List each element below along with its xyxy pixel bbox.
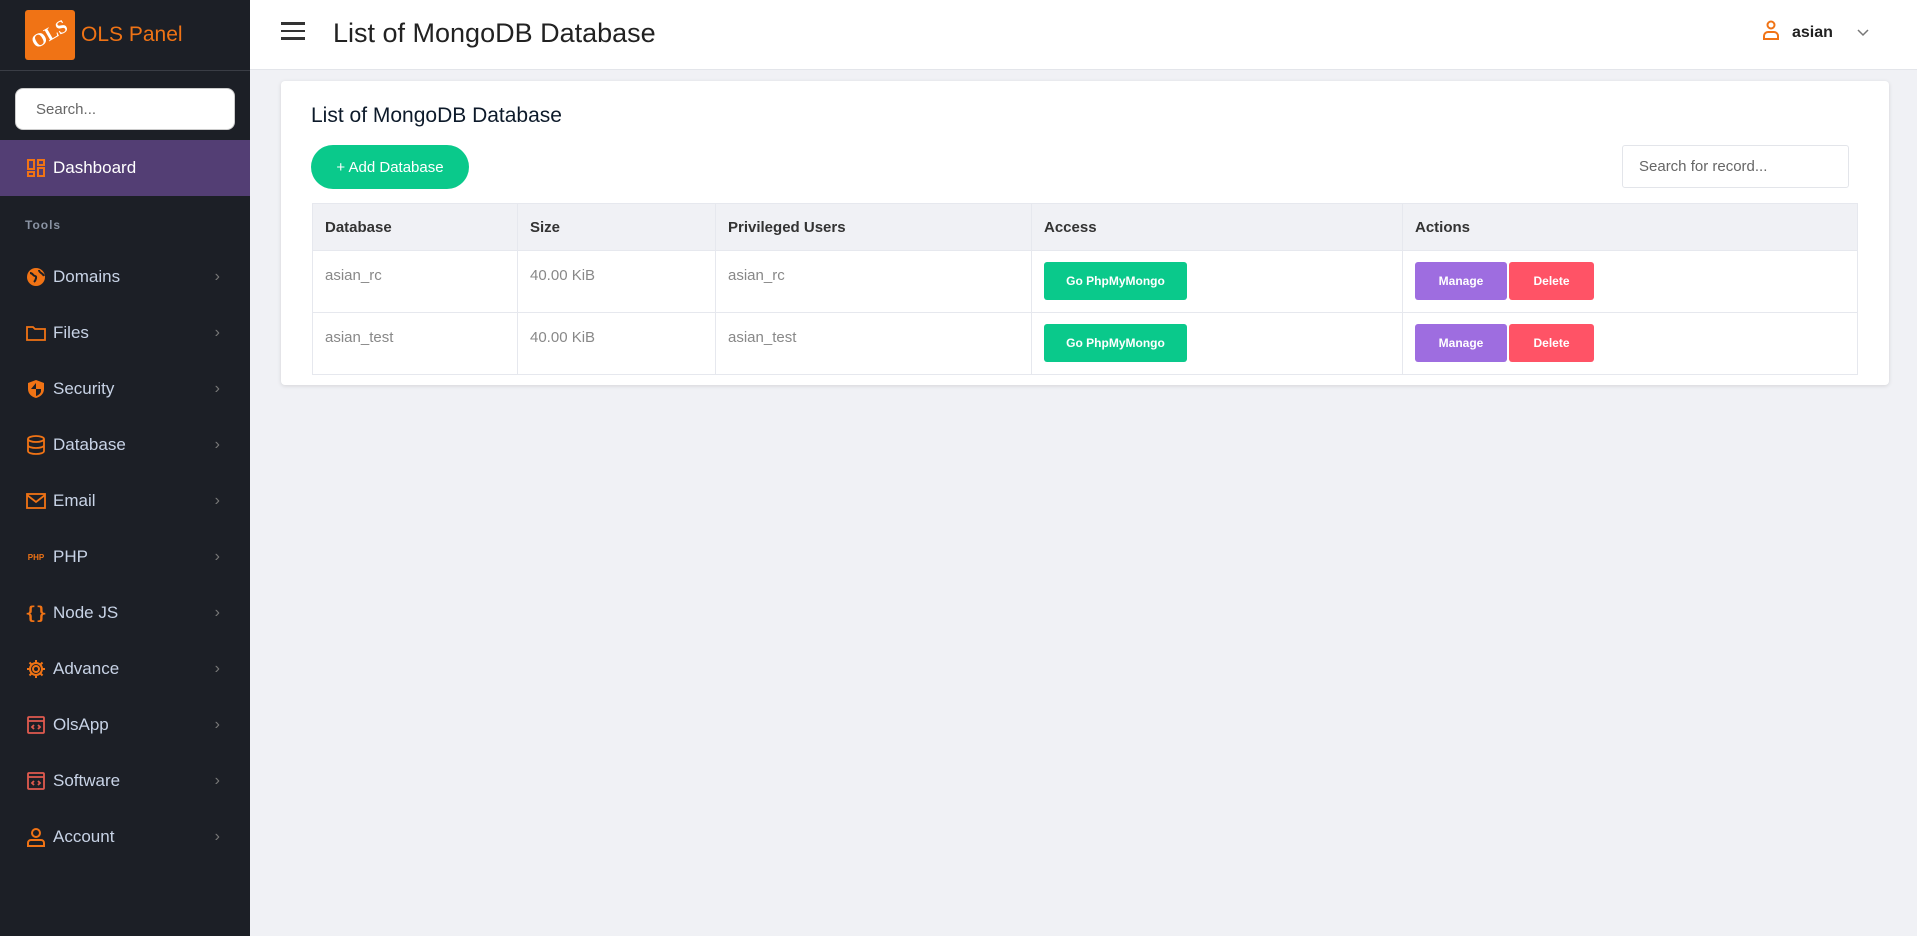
column-header: Privileged Users bbox=[715, 203, 1032, 251]
chevron-right-icon: › bbox=[214, 436, 220, 453]
delete-button[interactable]: Delete bbox=[1509, 324, 1594, 362]
sidebar-item-label: Advance bbox=[53, 659, 120, 678]
sidebar-item-domains[interactable]: Domains › bbox=[0, 249, 250, 305]
database-card: List of MongoDB Database + Add Database … bbox=[281, 81, 1889, 385]
sidebar-item-software[interactable]: Software › bbox=[0, 753, 250, 809]
menu-toggle-icon[interactable] bbox=[281, 22, 305, 42]
card-title: List of MongoDB Database bbox=[311, 104, 562, 127]
code-window-icon bbox=[26, 715, 46, 735]
ols-logo: OLS bbox=[25, 10, 75, 60]
privileged-users: asian_rc bbox=[715, 250, 1032, 313]
chevron-right-icon: › bbox=[214, 380, 220, 397]
sidebar-item-label: Node JS bbox=[53, 603, 119, 622]
user-menu[interactable]: asian bbox=[1762, 20, 1869, 45]
database-size: 40.00 KiB bbox=[517, 312, 716, 375]
sidebar-item-label: Domains bbox=[53, 267, 121, 286]
sidebar-item-email[interactable]: Email › bbox=[0, 473, 250, 529]
privileged-users: asian_test bbox=[715, 312, 1032, 375]
delete-button[interactable]: Delete bbox=[1509, 262, 1594, 300]
user-name: asian bbox=[1792, 23, 1833, 41]
chevron-right-icon: › bbox=[214, 828, 220, 845]
php-icon: PHP bbox=[27, 552, 45, 562]
dashboard-icon bbox=[26, 158, 46, 178]
sidebar-item-dashboard[interactable]: Dashboard bbox=[0, 140, 250, 196]
gear-icon bbox=[26, 659, 46, 679]
sidebar-section-tools: Tools bbox=[25, 218, 62, 232]
user-icon bbox=[26, 827, 46, 847]
sidebar-item-label: Email bbox=[53, 491, 96, 510]
chevron-right-icon: › bbox=[214, 660, 220, 677]
sidebar-item-files[interactable]: Files › bbox=[0, 305, 250, 361]
sidebar-search-input[interactable] bbox=[15, 88, 235, 130]
braces-icon: {} bbox=[25, 602, 47, 624]
access-cell: Go PhpMyMongo bbox=[1031, 250, 1403, 313]
sidebar-item-label: Database bbox=[53, 435, 126, 454]
chevron-right-icon: › bbox=[214, 324, 220, 341]
globe-icon bbox=[26, 267, 46, 287]
sidebar-item-label: Security bbox=[53, 379, 115, 398]
sidebar-item-label: OlsApp bbox=[53, 715, 109, 734]
table-row: asian_test 40.00 KiB asian_test Go PhpMy… bbox=[312, 312, 1858, 375]
add-database-button[interactable]: + Add Database bbox=[311, 145, 469, 189]
sidebar-item-olsapp[interactable]: OlsApp › bbox=[0, 697, 250, 753]
chevron-right-icon: › bbox=[214, 772, 220, 789]
page-title: List of MongoDB Database bbox=[333, 18, 656, 48]
code-window-icon bbox=[26, 771, 46, 791]
sidebar-item-label: Files bbox=[53, 323, 89, 342]
user-icon bbox=[1762, 20, 1780, 45]
sidebar-item-label: Account bbox=[53, 827, 115, 846]
chevron-right-icon: › bbox=[214, 268, 220, 285]
sidebar-item-database[interactable]: Database › bbox=[0, 417, 250, 473]
sidebar-item-php[interactable]: PHP PHP › bbox=[0, 529, 250, 585]
database-icon bbox=[26, 435, 46, 455]
sidebar-item-label: PHP bbox=[53, 547, 88, 566]
mail-icon bbox=[26, 491, 46, 511]
chevron-right-icon: › bbox=[214, 492, 220, 509]
column-header: Access bbox=[1031, 203, 1403, 251]
sidebar-item-advance[interactable]: Advance › bbox=[0, 641, 250, 697]
table-row: asian_rc 40.00 KiB asian_rc Go PhpMyMong… bbox=[312, 250, 1858, 313]
sidebar-item-label: Dashboard bbox=[53, 158, 137, 177]
chevron-right-icon: › bbox=[214, 548, 220, 565]
go-phpmymongo-button[interactable]: Go PhpMyMongo bbox=[1044, 324, 1187, 362]
actions-cell: Manage Delete bbox=[1402, 250, 1858, 313]
sidebar-item-label: Software bbox=[53, 771, 121, 790]
manage-button[interactable]: Manage bbox=[1415, 262, 1507, 300]
sidebar-item-node-js[interactable]: {} Node JS › bbox=[0, 585, 250, 641]
manage-button[interactable]: Manage bbox=[1415, 324, 1507, 362]
column-header: Database bbox=[312, 203, 518, 251]
brand[interactable]: OLS OLS Panel bbox=[0, 0, 250, 71]
sidebar: OLS OLS Panel Dashboard Tools Domains›Fi… bbox=[0, 0, 250, 936]
shield-icon bbox=[26, 379, 46, 399]
column-header: Actions bbox=[1402, 203, 1858, 251]
access-cell: Go PhpMyMongo bbox=[1031, 312, 1403, 375]
database-name: asian_rc bbox=[312, 250, 518, 313]
sidebar-item-account[interactable]: Account › bbox=[0, 809, 250, 865]
record-search-input[interactable] bbox=[1622, 145, 1849, 188]
chevron-right-icon: › bbox=[214, 716, 220, 733]
database-size: 40.00 KiB bbox=[517, 250, 716, 313]
column-header: Size bbox=[517, 203, 716, 251]
top-header: List of MongoDB Database asian bbox=[250, 0, 1917, 70]
database-name: asian_test bbox=[312, 312, 518, 375]
sidebar-item-security[interactable]: Security › bbox=[0, 361, 250, 417]
chevron-right-icon: › bbox=[214, 604, 220, 621]
database-table: Database Size Privileged Users Access Action… bbox=[312, 203, 1858, 375]
actions-cell: Manage Delete bbox=[1402, 312, 1858, 375]
chevron-down-icon bbox=[1857, 24, 1869, 42]
go-phpmymongo-button[interactable]: Go PhpMyMongo bbox=[1044, 262, 1187, 300]
folder-icon bbox=[26, 323, 46, 343]
brand-name: OLS Panel bbox=[81, 23, 183, 46]
